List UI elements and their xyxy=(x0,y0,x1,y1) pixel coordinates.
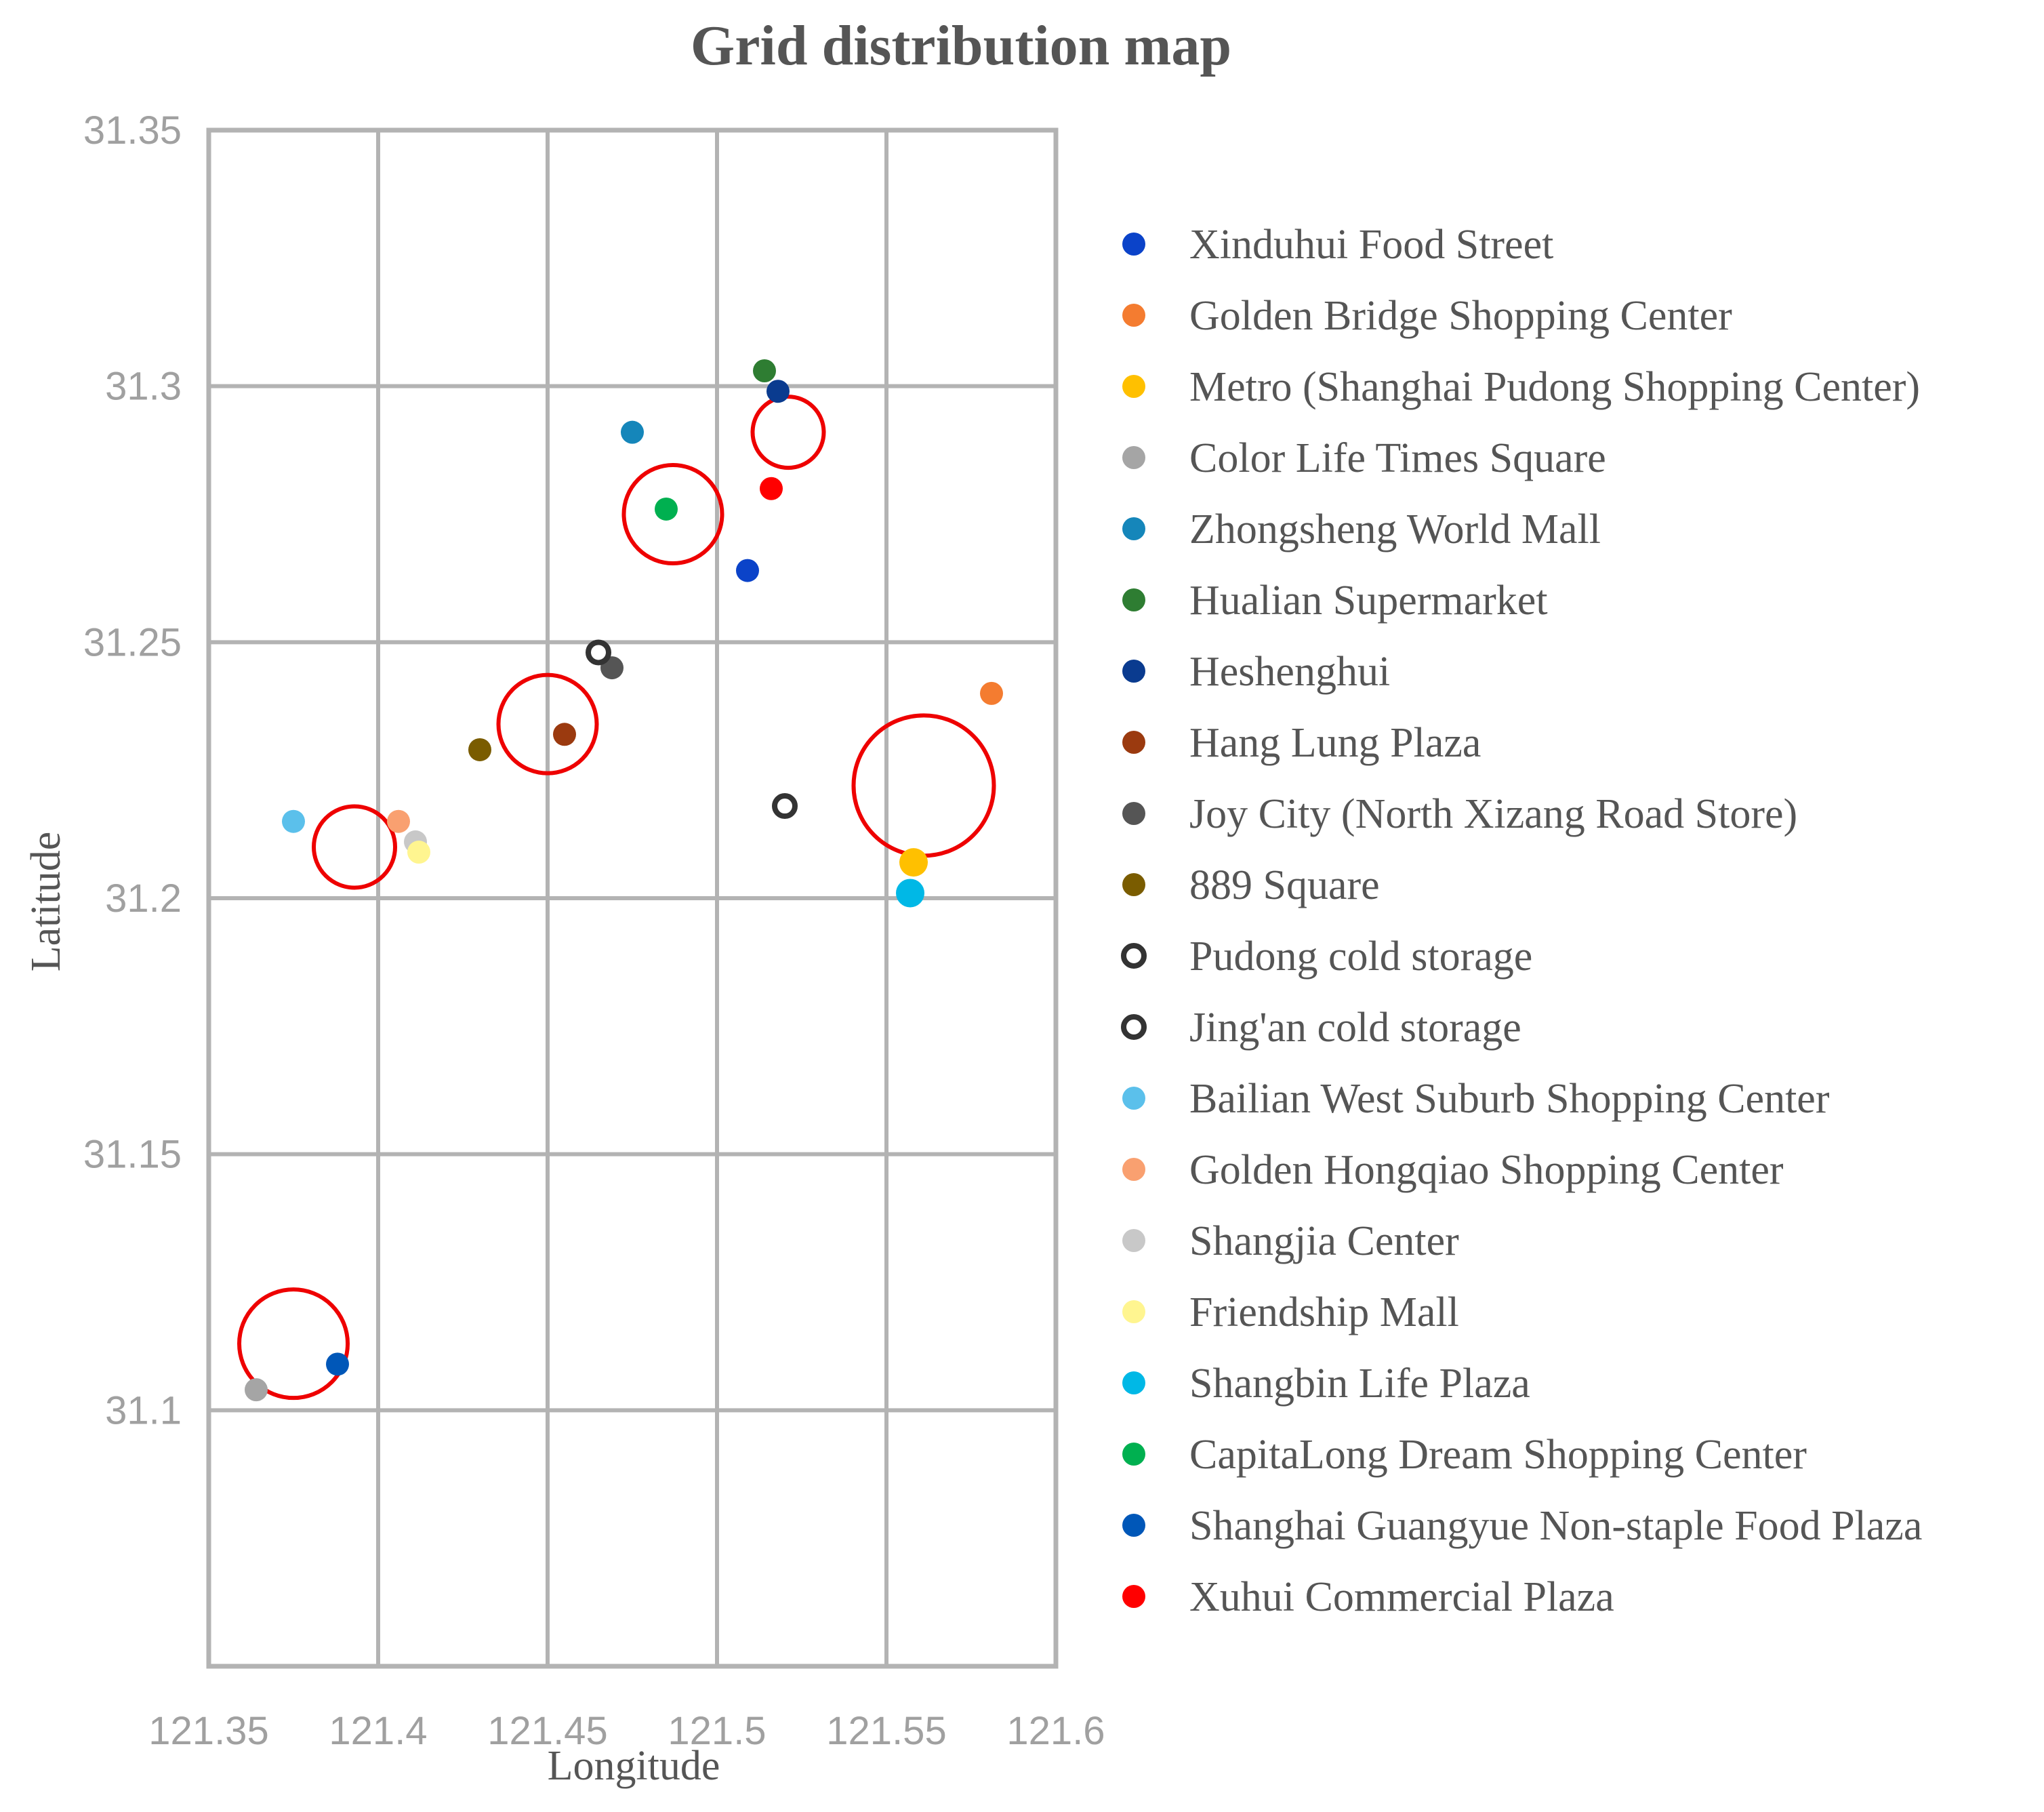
legend-marker xyxy=(1122,446,1145,469)
data-point xyxy=(766,380,790,403)
data-point xyxy=(621,420,644,444)
legend-marker xyxy=(1122,1514,1145,1537)
x-tick-label: 121.6 xyxy=(1006,1709,1105,1753)
legend-marker xyxy=(1122,233,1145,256)
cluster-circle xyxy=(621,463,724,565)
legend-marker xyxy=(1122,1300,1145,1323)
data-point xyxy=(553,723,576,746)
legend-marker xyxy=(1121,943,1147,969)
data-point xyxy=(407,841,430,864)
plot-frame xyxy=(206,127,1059,1669)
legend-label: Pudong cold storage xyxy=(1189,933,1532,980)
data-point xyxy=(772,793,798,820)
legend-label: Heshenghui xyxy=(1189,649,1390,695)
legend-label: Zhongsheng World Mall xyxy=(1189,506,1601,552)
data-point xyxy=(468,738,491,761)
cluster-circle xyxy=(851,713,996,858)
cluster-circle xyxy=(750,395,826,470)
data-point xyxy=(282,809,305,833)
data-point xyxy=(980,681,1003,705)
data-point xyxy=(586,639,611,666)
legend-label: Hualian Supermarket xyxy=(1189,578,1548,624)
legend-marker xyxy=(1121,1014,1147,1040)
chart-title: Grid distribution map xyxy=(691,14,1231,77)
legend-label: Joy City (North Xizang Road Store) xyxy=(1189,791,1797,837)
y-axis-ticks: 31.1 31.15 31.2 31.25 31.3 31.35 xyxy=(83,108,182,1432)
data-point xyxy=(326,1352,349,1376)
legend-label: Color Life Times Square xyxy=(1189,435,1606,481)
legend-marker xyxy=(1122,1443,1145,1466)
legend-label: CapitaLong Dream Shopping Center xyxy=(1189,1432,1807,1478)
legend-marker xyxy=(1122,1585,1145,1608)
x-tick-label: 121.45 xyxy=(487,1709,607,1753)
x-axis-ticks: 121.35 121.4 121.45 121.5 121.55 121.6 xyxy=(148,1709,1105,1753)
data-point xyxy=(753,359,776,383)
legend: Xinduhui Food Street Golden Bridge Shoppi… xyxy=(1121,222,1922,1620)
legend-label: Shanghai Guangyue Non-staple Food Plaza xyxy=(1189,1503,1922,1549)
legend-label: Xinduhui Food Street xyxy=(1189,222,1553,268)
legend-label: Bailian West Suburb Shopping Center xyxy=(1189,1076,1830,1122)
legend-marker xyxy=(1122,1087,1145,1110)
cluster-circle xyxy=(496,672,599,776)
legend-label: Jing'an cold storage xyxy=(1189,1005,1521,1051)
legend-marker xyxy=(1122,660,1145,683)
x-tick-label: 121.5 xyxy=(668,1709,766,1753)
legend-marker xyxy=(1122,873,1145,896)
x-axis-label: Longitude xyxy=(548,1743,720,1789)
legend-marker xyxy=(1122,1158,1145,1181)
legend-label: Shangjia Center xyxy=(1189,1218,1459,1264)
legend-marker xyxy=(1122,1229,1145,1252)
data-point xyxy=(387,809,410,833)
legend-label: Golden Hongqiao Shopping Center xyxy=(1189,1147,1784,1193)
legend-label: Metro (Shanghai Pudong Shopping Center) xyxy=(1189,364,1920,410)
legend-marker xyxy=(1122,1371,1145,1394)
legend-label: 889 Square xyxy=(1189,862,1380,908)
data-point xyxy=(655,497,678,521)
legend-label: Shangbin Life Plaza xyxy=(1189,1361,1530,1407)
y-tick-label: 31.2 xyxy=(105,877,182,921)
cluster-circle xyxy=(312,804,397,890)
y-tick-label: 31.35 xyxy=(83,108,182,153)
legend-label: Xuhui Commercial Plaza xyxy=(1189,1574,1614,1620)
y-tick-label: 31.1 xyxy=(105,1388,182,1432)
legend-label: Friendship Mall xyxy=(1189,1289,1459,1335)
legend-label: Golden Bridge Shopping Center xyxy=(1189,293,1732,339)
y-tick-label: 31.15 xyxy=(83,1133,182,1177)
data-point xyxy=(736,559,759,582)
cluster-circle xyxy=(237,1287,350,1401)
legend-marker xyxy=(1122,588,1145,611)
y-axis-label: Latitude xyxy=(23,832,69,972)
y-tick-label: 31.25 xyxy=(83,620,182,664)
data-point xyxy=(899,848,928,877)
y-tick-label: 31.3 xyxy=(105,365,182,409)
legend-marker xyxy=(1122,731,1145,754)
grid-lines xyxy=(207,128,1058,1666)
legend-marker xyxy=(1122,802,1145,825)
legend-label: Hang Lung Plaza xyxy=(1189,720,1481,766)
legend-marker xyxy=(1122,375,1145,398)
data-points xyxy=(245,359,1003,1402)
legend-marker xyxy=(1122,304,1145,327)
x-tick-label: 121.35 xyxy=(148,1709,268,1753)
data-point xyxy=(245,1378,268,1402)
x-tick-label: 121.4 xyxy=(329,1709,427,1753)
data-point xyxy=(896,879,924,908)
data-point xyxy=(760,477,783,500)
x-tick-label: 121.55 xyxy=(826,1709,946,1753)
legend-marker xyxy=(1122,517,1145,540)
plot-border xyxy=(206,127,1059,1669)
